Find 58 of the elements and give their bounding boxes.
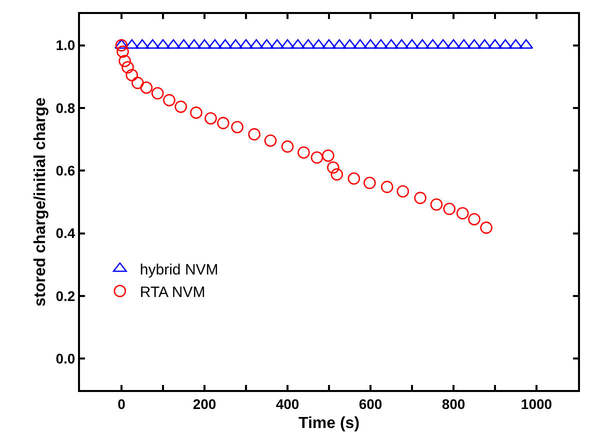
point: [264, 134, 277, 147]
point: [322, 39, 336, 49]
x-tick-label: 800: [442, 396, 466, 412]
point: [280, 39, 294, 49]
point: [430, 198, 443, 211]
text: 1.0: [56, 37, 76, 54]
point: [118, 54, 131, 68]
point: [456, 207, 469, 220]
x-tick-label: 1000: [520, 396, 552, 412]
point: [174, 100, 187, 113]
legend-label: RTA NVM: [140, 284, 206, 301]
x-axis-title: Time (s): [298, 415, 360, 432]
point: [115, 39, 128, 52]
point: [310, 151, 324, 164]
point: [122, 61, 134, 74]
legend-label: hybrid NVM: [140, 261, 218, 278]
point: [380, 180, 394, 194]
y-tick-label: 0.4: [56, 225, 76, 242]
point: [364, 176, 376, 190]
y-axis-title: stored charge/initial charge: [32, 97, 50, 306]
x-tick-label: 600: [358, 396, 382, 412]
point: [190, 106, 202, 119]
point: [405, 39, 419, 49]
point: [126, 68, 138, 82]
point: [327, 161, 340, 174]
point: [231, 120, 244, 134]
point: [468, 213, 480, 226]
point: [396, 185, 410, 198]
y-tick-label: 0.6: [56, 162, 76, 179]
point: [116, 45, 129, 58]
point: [414, 192, 426, 204]
point: [322, 149, 334, 162]
point: [217, 116, 230, 130]
point: [140, 81, 153, 94]
point: [156, 39, 170, 49]
point: [446, 39, 460, 49]
point: [281, 140, 294, 153]
point: [248, 128, 260, 140]
point: [132, 76, 144, 90]
point: [480, 222, 492, 234]
point: [198, 39, 212, 49]
point: [151, 87, 164, 100]
point: [364, 39, 378, 49]
point: [204, 112, 217, 124]
x-tick-label: 200: [192, 396, 216, 412]
x-tick-label: 0: [118, 396, 126, 412]
x-tick-label: 400: [276, 396, 300, 412]
point: [298, 146, 310, 159]
point: [348, 172, 360, 185]
y-tick-label: 0.2: [56, 288, 76, 304]
point: [330, 168, 344, 181]
point: [163, 94, 176, 106]
text: 0.0: [56, 350, 76, 367]
y-tick-label: 0.8: [56, 100, 76, 116]
point: [443, 202, 456, 216]
point: [114, 39, 128, 49]
point: [488, 39, 502, 49]
point: [239, 39, 253, 49]
